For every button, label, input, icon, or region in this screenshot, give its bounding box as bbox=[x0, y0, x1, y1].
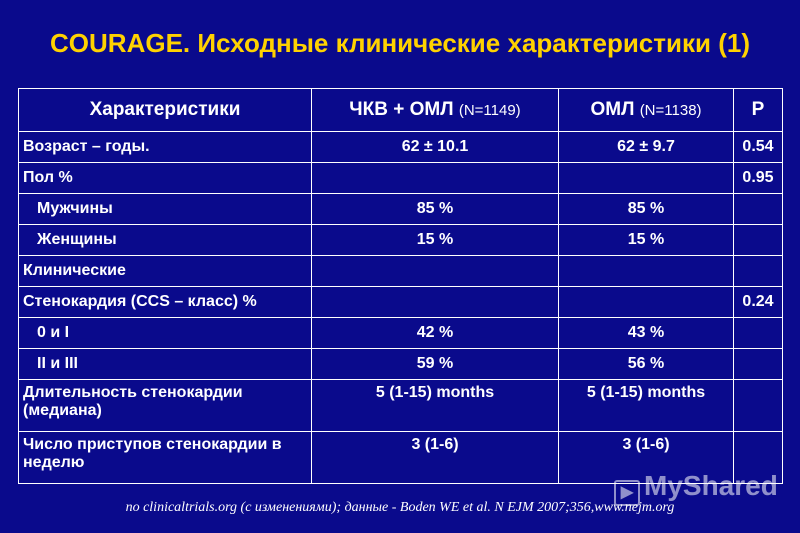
table-row: Клинические bbox=[18, 255, 783, 287]
pci-value: 3 (1-6) bbox=[311, 431, 559, 484]
row-label: Пол % bbox=[18, 162, 312, 194]
pci-value: 15 % bbox=[311, 224, 559, 256]
row-label: Мужчины bbox=[18, 193, 312, 225]
table-header-row: Характеристики ЧКВ + ОМЛ (N=1149) ОМЛ (N… bbox=[18, 88, 783, 132]
header-pci-omt: ЧКВ + ОМЛ (N=1149) bbox=[311, 88, 559, 132]
p-value: 0.54 bbox=[733, 131, 783, 163]
omt-value: 15 % bbox=[558, 224, 734, 256]
header-omt-n: (N=1138) bbox=[639, 102, 702, 119]
watermark: ▶ MyShared bbox=[614, 470, 778, 506]
p-value bbox=[733, 348, 783, 380]
p-value bbox=[733, 224, 783, 256]
pci-value: 42 % bbox=[311, 317, 559, 349]
pci-value bbox=[311, 255, 559, 287]
pci-value: 59 % bbox=[311, 348, 559, 380]
table-row: Пол % 0.95 bbox=[18, 162, 783, 194]
omt-value: 43 % bbox=[558, 317, 734, 349]
table-row: II и III 59 % 56 % bbox=[18, 348, 783, 380]
table-row: Мужчины 85 % 85 % bbox=[18, 193, 783, 225]
header-p-value: P bbox=[733, 88, 783, 132]
omt-value: 85 % bbox=[558, 193, 734, 225]
p-value: 0.95 bbox=[733, 162, 783, 194]
table-row: Женщины 15 % 15 % bbox=[18, 224, 783, 256]
header-omt-label: ОМЛ bbox=[590, 99, 635, 120]
row-label: Число приступов стенокардии в неделю bbox=[18, 431, 312, 484]
row-label: Длительность стенокардии (медиана) bbox=[18, 379, 312, 432]
slide-title: COURAGE. Исходные клинические характерис… bbox=[50, 28, 750, 58]
table-row: Стенокардия (CCS – класс) % 0.24 bbox=[18, 286, 783, 318]
omt-value: 62 ± 9.7 bbox=[558, 131, 734, 163]
row-label: 0 и I bbox=[18, 317, 312, 349]
p-value bbox=[733, 317, 783, 349]
source-citation: по clinicaltrials.org (с изменениями); д… bbox=[125, 500, 675, 515]
watermark-text: MyShared bbox=[644, 470, 778, 501]
pci-value bbox=[311, 286, 559, 318]
characteristics-table: Характеристики ЧКВ + ОМЛ (N=1149) ОМЛ (N… bbox=[18, 88, 783, 484]
header-pci-omt-n: (N=1149) bbox=[458, 102, 521, 119]
row-label: II и III bbox=[18, 348, 312, 380]
header-pci-omt-label: ЧКВ + ОМЛ bbox=[349, 99, 454, 120]
row-label: Возраст – годы. bbox=[18, 131, 312, 163]
p-value: 0.24 bbox=[733, 286, 783, 318]
header-omt: ОМЛ (N=1138) bbox=[558, 88, 734, 132]
header-characteristics: Характеристики bbox=[18, 88, 312, 132]
pci-value bbox=[311, 162, 559, 194]
p-value bbox=[733, 379, 783, 432]
table-row: Длительность стенокардии (медиана) 5 (1-… bbox=[18, 379, 783, 432]
pci-value: 5 (1-15) months bbox=[311, 379, 559, 432]
omt-value bbox=[558, 286, 734, 318]
omt-value bbox=[558, 162, 734, 194]
omt-value: 3 (1-6) bbox=[558, 431, 734, 484]
row-label: Стенокардия (CCS – класс) % bbox=[18, 286, 312, 318]
presentation-icon: ▶ bbox=[614, 480, 640, 506]
p-value bbox=[733, 193, 783, 225]
p-value bbox=[733, 255, 783, 287]
p-value bbox=[733, 431, 783, 484]
row-label: Клинические bbox=[18, 255, 312, 287]
table-row: Число приступов стенокардии в неделю 3 (… bbox=[18, 431, 783, 484]
table-row: 0 и I 42 % 43 % bbox=[18, 317, 783, 349]
table-row: Возраст – годы. 62 ± 10.1 62 ± 9.7 0.54 bbox=[18, 131, 783, 163]
omt-value bbox=[558, 255, 734, 287]
omt-value: 56 % bbox=[558, 348, 734, 380]
row-label: Женщины bbox=[18, 224, 312, 256]
pci-value: 85 % bbox=[311, 193, 559, 225]
omt-value: 5 (1-15) months bbox=[558, 379, 734, 432]
pci-value: 62 ± 10.1 bbox=[311, 131, 559, 163]
